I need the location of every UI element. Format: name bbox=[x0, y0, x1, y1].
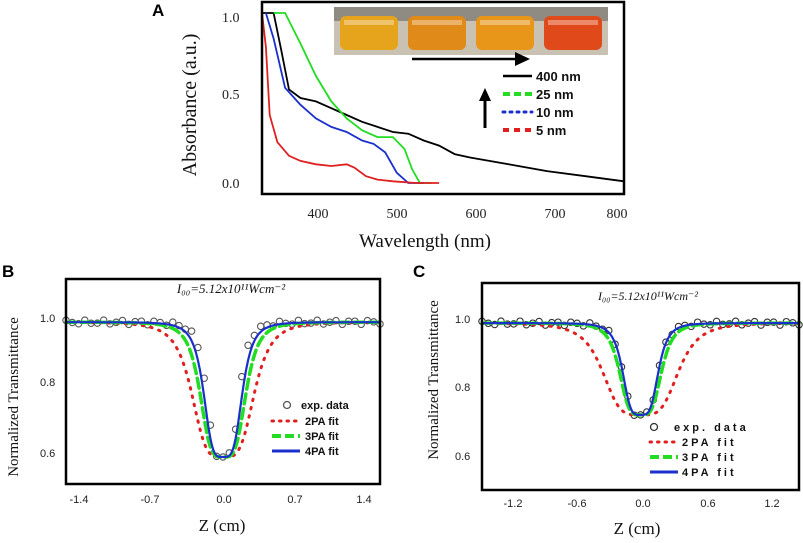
panel-a-ytick: 0.5 bbox=[222, 88, 240, 103]
panel-b-annotation: I₀₀=5.12x10¹¹Wcm⁻² bbox=[176, 281, 286, 296]
panel-a-xtick: 500 bbox=[387, 207, 408, 222]
vial bbox=[544, 16, 602, 50]
panel-a-xtick: 700 bbox=[545, 207, 566, 222]
data-point bbox=[332, 316, 340, 325]
vial-highlight bbox=[344, 20, 394, 25]
legend-label: 2PA fit bbox=[682, 437, 737, 449]
panel-a-x-ticks: 400 500 600 700 800 bbox=[308, 207, 628, 222]
panel-c-xtick: -0.6 bbox=[568, 498, 587, 510]
data-point bbox=[118, 316, 127, 325]
panel-a-y-ticks: 1.0 0.5 0.0 bbox=[222, 11, 240, 192]
panel-b-ytick: 1.0 bbox=[40, 313, 55, 325]
panel-c-label: C bbox=[413, 262, 425, 281]
panel-b-series bbox=[62, 316, 384, 461]
fit-line-3PAfit bbox=[480, 321, 801, 417]
legend-label: exp. data bbox=[301, 400, 350, 412]
fit-line-4PAfit bbox=[64, 321, 382, 459]
legend-label: exp. data bbox=[674, 422, 749, 434]
panel-c-ytick: 1.0 bbox=[455, 314, 470, 326]
panel-a-xtick: 600 bbox=[466, 207, 487, 222]
panel-a-ytick: 0.0 bbox=[222, 177, 240, 192]
panel-c-xtick: 0.0 bbox=[635, 498, 650, 510]
panel-c-y-ticks: 1.0 0.8 0.6 bbox=[455, 314, 470, 463]
panel-a-ytick: 1.0 bbox=[222, 11, 240, 26]
panel-b-xtick: 0.0 bbox=[216, 494, 231, 506]
panel-b-xtick: -1.4 bbox=[70, 494, 89, 506]
data-point bbox=[187, 327, 196, 335]
legend-arrow-head-up bbox=[479, 88, 491, 101]
panel-a: A Absorbance (a.u.) Wavelength (nm) 1.0 … bbox=[152, 0, 628, 252]
legend-label: 25 nm bbox=[536, 87, 574, 102]
vial-highlight bbox=[480, 20, 530, 25]
panel-b-y-ticks: 1.0 0.8 0.6 bbox=[40, 313, 55, 460]
panel-a-legend: 400 nm 25 nm 10 nm 5 nm bbox=[501, 69, 581, 138]
vial bbox=[476, 16, 534, 50]
panel-c-ytick: 0.8 bbox=[455, 382, 470, 394]
panel-b-xtick: -0.7 bbox=[141, 494, 160, 506]
panel-a-series bbox=[261, 12, 625, 184]
vials bbox=[340, 16, 602, 50]
panel-c-xtick: -1.2 bbox=[504, 498, 523, 510]
panel-c-xtick: 1.2 bbox=[764, 498, 779, 510]
series-line-25nm bbox=[273, 12, 432, 184]
panel-c-x-ticks: -1.2 -0.6 0.0 0.6 1.2 bbox=[504, 498, 780, 510]
legend-label: 10 nm bbox=[536, 105, 574, 120]
legend-label: 3PA fit bbox=[682, 452, 737, 464]
vials-photo bbox=[334, 7, 608, 55]
panel-a-xtick: 400 bbox=[308, 207, 329, 222]
series-line-10nm bbox=[265, 12, 424, 184]
fit-line-4PAfit bbox=[480, 322, 801, 416]
legend-label: 4PA fit bbox=[305, 446, 339, 458]
panel-a-xlabel: Wavelength (nm) bbox=[359, 231, 491, 252]
vial-highlight bbox=[412, 20, 462, 25]
trend-arrow-head-right bbox=[515, 52, 530, 66]
legend-label: 4PA fit bbox=[682, 467, 737, 479]
data-point bbox=[256, 322, 265, 331]
series-line-5nm bbox=[261, 12, 440, 184]
panel-b-xtick: 1.4 bbox=[356, 494, 371, 506]
panel-c-ylabel: Normalized Transmittance bbox=[426, 300, 442, 460]
panel-b-frame bbox=[64, 277, 382, 486]
panel-c-xlabel: Z (cm) bbox=[614, 519, 661, 538]
legend-label: 2PA fit bbox=[305, 416, 339, 428]
panel-c-series bbox=[478, 317, 803, 419]
panel-c-ytick: 0.6 bbox=[455, 451, 470, 463]
panel-b-ytick: 0.8 bbox=[40, 377, 55, 389]
photo-top bbox=[334, 7, 608, 21]
panel-b-ylabel: Normalized Transmittance bbox=[6, 317, 22, 477]
legend-label: 3PA fit bbox=[305, 431, 339, 443]
panel-b-x-ticks: -1.4 -0.7 0.0 0.7 1.4 bbox=[70, 494, 372, 506]
data-point bbox=[244, 341, 252, 350]
panel-b-xlabel: Z (cm) bbox=[199, 516, 246, 535]
panel-c-annotation: I₀₀=5.12x10¹¹Wcm⁻² bbox=[597, 289, 698, 303]
panel-c-legend: exp. data 2PA fit 3PA fit 4PA fit bbox=[648, 422, 749, 479]
legend-label: 5 nm bbox=[536, 123, 566, 138]
panel-a-ylabel: Absorbance (a.u.) bbox=[179, 34, 201, 177]
fit-line-2PAfit bbox=[480, 321, 801, 417]
panel-c-frame bbox=[480, 281, 801, 492]
vial-highlight bbox=[548, 20, 598, 25]
vial bbox=[408, 16, 466, 50]
series-line-400nm bbox=[262, 12, 625, 183]
legend-swatch bbox=[649, 422, 659, 432]
panel-c: C Normalized Transmittance Z (cm) I₀₀=5.… bbox=[413, 262, 803, 538]
panel-b-legend: exp. data 2PA fit 3PA fit 4PA fit bbox=[270, 400, 350, 458]
panel-a-label: A bbox=[152, 1, 164, 20]
panel-b-ytick: 0.6 bbox=[40, 448, 55, 460]
panel-a-frame bbox=[260, 0, 626, 196]
panel-b: B Normalized Transmittance Z (cm) I₀₀=5.… bbox=[2, 262, 384, 535]
panel-a-xtick: 800 bbox=[607, 207, 628, 222]
legend-swatch bbox=[282, 400, 292, 410]
data-point bbox=[776, 321, 784, 329]
vial bbox=[340, 16, 398, 50]
panel-b-label: B bbox=[2, 262, 14, 281]
panel-c-xtick: 0.6 bbox=[700, 498, 715, 510]
panel-b-xtick: 0.7 bbox=[287, 494, 302, 506]
legend-label: 400 nm bbox=[536, 69, 581, 84]
